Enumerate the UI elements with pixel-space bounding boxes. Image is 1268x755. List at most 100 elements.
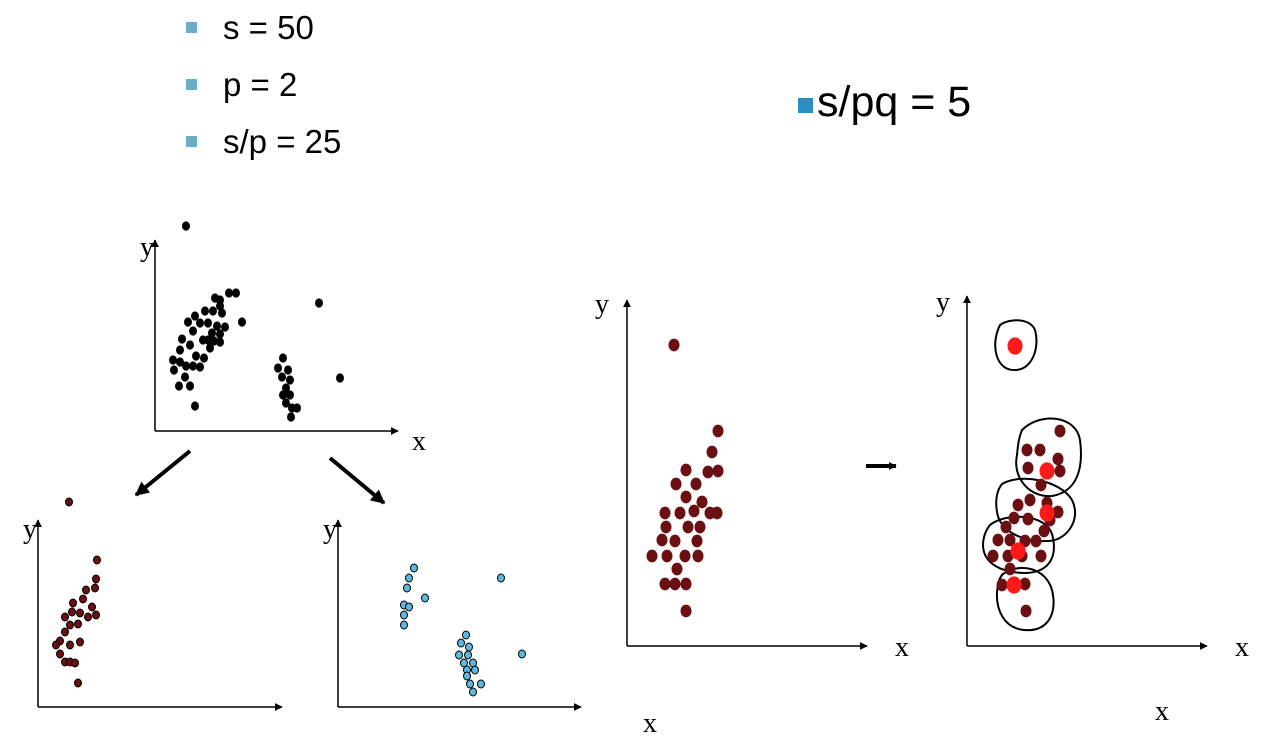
ratio-item: s/pq = 5 [798, 77, 971, 127]
data-point [692, 549, 704, 563]
data-point [284, 365, 292, 375]
data-point [218, 308, 226, 318]
data-point [336, 373, 344, 383]
data-point [1054, 424, 1066, 438]
data-point [181, 372, 189, 382]
data-point [196, 318, 204, 328]
data-point [186, 381, 194, 391]
data-point [1035, 549, 1047, 563]
square-bullet-icon [798, 98, 813, 113]
data-point [405, 573, 413, 583]
data-point [1052, 452, 1064, 466]
data-point [671, 562, 683, 576]
parameter-text: p = 2 [223, 66, 298, 103]
data-point [421, 593, 429, 603]
data-point [656, 533, 668, 547]
data-point [191, 311, 199, 321]
data-point [189, 326, 197, 336]
data-point [691, 534, 703, 548]
data-point [463, 671, 471, 681]
data-point [189, 361, 197, 371]
data-point [238, 317, 246, 327]
partition-1-plot: y [23, 497, 283, 711]
data-point [279, 390, 287, 400]
split-arrow-right [328, 456, 386, 505]
data-point [293, 403, 301, 413]
x-axis-label: x [895, 632, 909, 663]
data-point [82, 585, 90, 595]
data-point [213, 321, 221, 331]
cluster-boundary [1015, 417, 1082, 498]
data-point [92, 574, 100, 584]
data-point [669, 577, 681, 591]
data-point [204, 318, 212, 328]
data-point [76, 608, 84, 618]
data-point [79, 594, 87, 604]
data-point [282, 383, 290, 393]
data-point [68, 607, 76, 617]
ratio-text: s/pq = 5 [817, 78, 972, 126]
data-point [1038, 524, 1050, 538]
data-point [400, 610, 408, 620]
data-point [1004, 562, 1016, 576]
data-point [278, 372, 286, 382]
data-points [52, 497, 101, 688]
data-point [688, 504, 700, 518]
data-point [706, 445, 718, 459]
data-point [711, 506, 723, 520]
data-point [69, 598, 77, 608]
data-point [66, 640, 74, 650]
square-bullet-icon [186, 136, 197, 147]
data-point [210, 336, 218, 346]
cluster-center [1039, 504, 1055, 522]
x-axis-label: x [643, 708, 657, 739]
data-point [92, 610, 100, 620]
data-point [680, 463, 692, 477]
data-point [1030, 534, 1042, 548]
data-points [646, 338, 724, 618]
parameter-text: s/p = 25 [223, 123, 342, 160]
data-point [61, 612, 69, 622]
data-point [1054, 464, 1066, 478]
data-point [1000, 520, 1012, 534]
partition-2-plot: y [323, 514, 582, 711]
data-point [457, 638, 465, 648]
data-point [477, 679, 485, 689]
data-point [670, 477, 682, 491]
data-point [1012, 498, 1024, 512]
data-point [471, 665, 479, 675]
data-point [61, 627, 69, 637]
data-point [176, 357, 184, 367]
data-point [405, 602, 413, 612]
data-point [65, 497, 73, 507]
data-point [209, 306, 217, 316]
data-point [466, 679, 474, 689]
data-point [286, 390, 294, 400]
partition-1-enlarged-plot: y x x [595, 289, 909, 739]
data-point [1022, 461, 1034, 475]
data-point [696, 495, 708, 509]
cluster-boundary [994, 319, 1038, 372]
data-point [286, 375, 294, 385]
data-point [680, 490, 692, 504]
data-point [465, 642, 473, 652]
data-point [646, 549, 658, 563]
data-point [674, 506, 686, 520]
data-point [497, 573, 505, 583]
original-data-plot: y x [140, 221, 426, 457]
data-point [1034, 443, 1046, 457]
y-axis-label: y [323, 514, 337, 545]
data-point [225, 288, 233, 298]
data-point [208, 328, 216, 338]
data-point [661, 549, 673, 563]
data-point [216, 337, 224, 347]
data-point [315, 298, 323, 308]
data-point [274, 363, 282, 373]
data-point [679, 549, 691, 563]
data-point [1021, 443, 1033, 457]
data-point [191, 401, 199, 411]
data-points [169, 221, 344, 422]
cluster-center [1007, 337, 1023, 355]
data-point [690, 477, 702, 491]
